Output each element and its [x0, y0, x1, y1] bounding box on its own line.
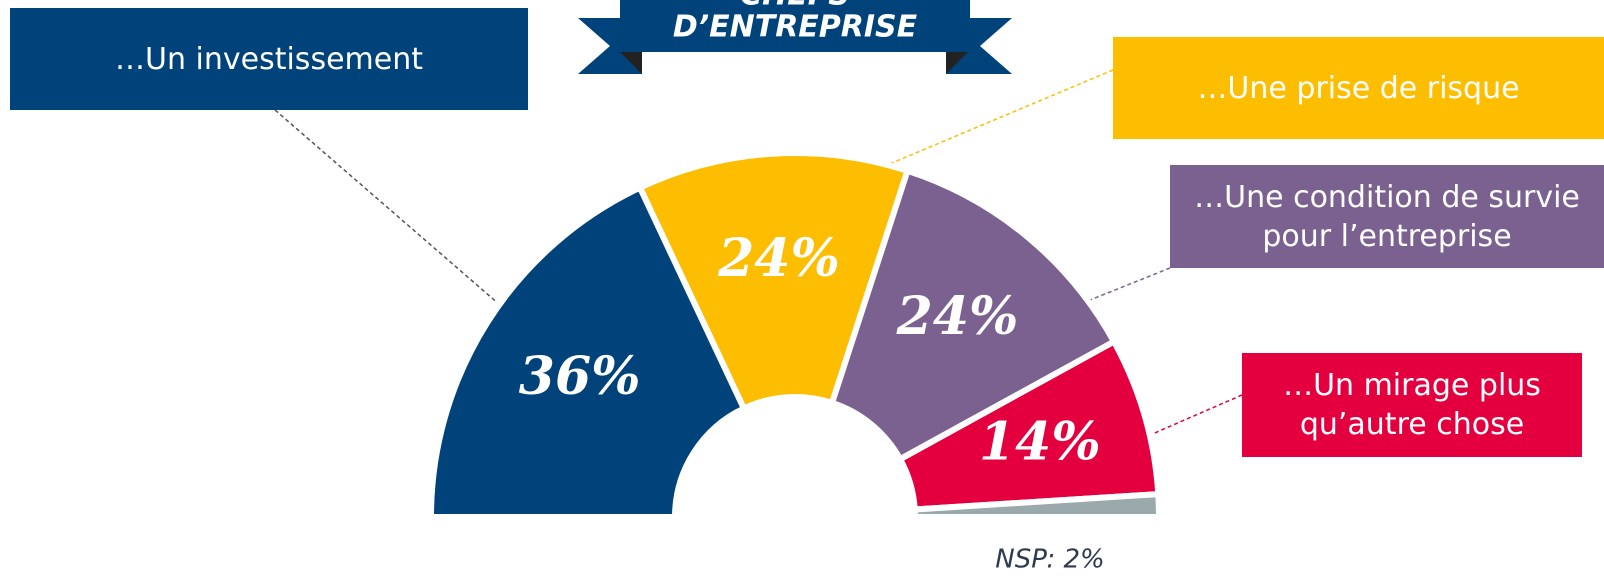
leader-line: [1084, 267, 1171, 303]
banner-text: D’ENTREPRISE: [673, 10, 918, 45]
leader-line: [1149, 394, 1243, 436]
value-label: 14%: [979, 411, 1101, 472]
slice: [828, 167, 1119, 464]
slice: [911, 490, 1163, 520]
banner-body: [620, 0, 970, 52]
value-label: 36%: [519, 346, 641, 407]
legend-box: …Un investissement: [10, 8, 528, 110]
banner-fold: [946, 52, 968, 74]
slice: [896, 337, 1162, 513]
legend-box: …Une prise de risque: [1113, 37, 1604, 139]
banner: CHEFS D’ENTREPRISE: [578, 0, 1012, 74]
banner-fold: [620, 52, 642, 74]
value-label: 24%: [717, 228, 840, 289]
leader-line: [274, 109, 501, 306]
slice: [427, 183, 748, 520]
legend-box: …Une condition de survie pour l’entrepri…: [1170, 165, 1604, 268]
banner-text: CHEFS: [740, 0, 850, 13]
value-label: NSP: 2%: [995, 545, 1104, 575]
leader-lines: [274, 69, 1243, 436]
value-label: 24%: [896, 286, 1019, 347]
slice: [636, 150, 912, 413]
leader-line: [879, 69, 1114, 169]
legend-box: …Un mirage plus qu’autre chose: [1242, 353, 1582, 457]
